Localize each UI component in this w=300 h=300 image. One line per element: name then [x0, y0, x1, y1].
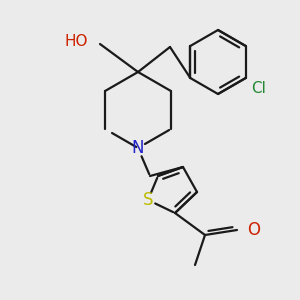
Text: N: N	[132, 139, 144, 157]
Text: O: O	[247, 221, 260, 239]
Text: HO: HO	[64, 34, 88, 49]
Text: Cl: Cl	[251, 81, 266, 96]
Text: S: S	[143, 191, 153, 209]
